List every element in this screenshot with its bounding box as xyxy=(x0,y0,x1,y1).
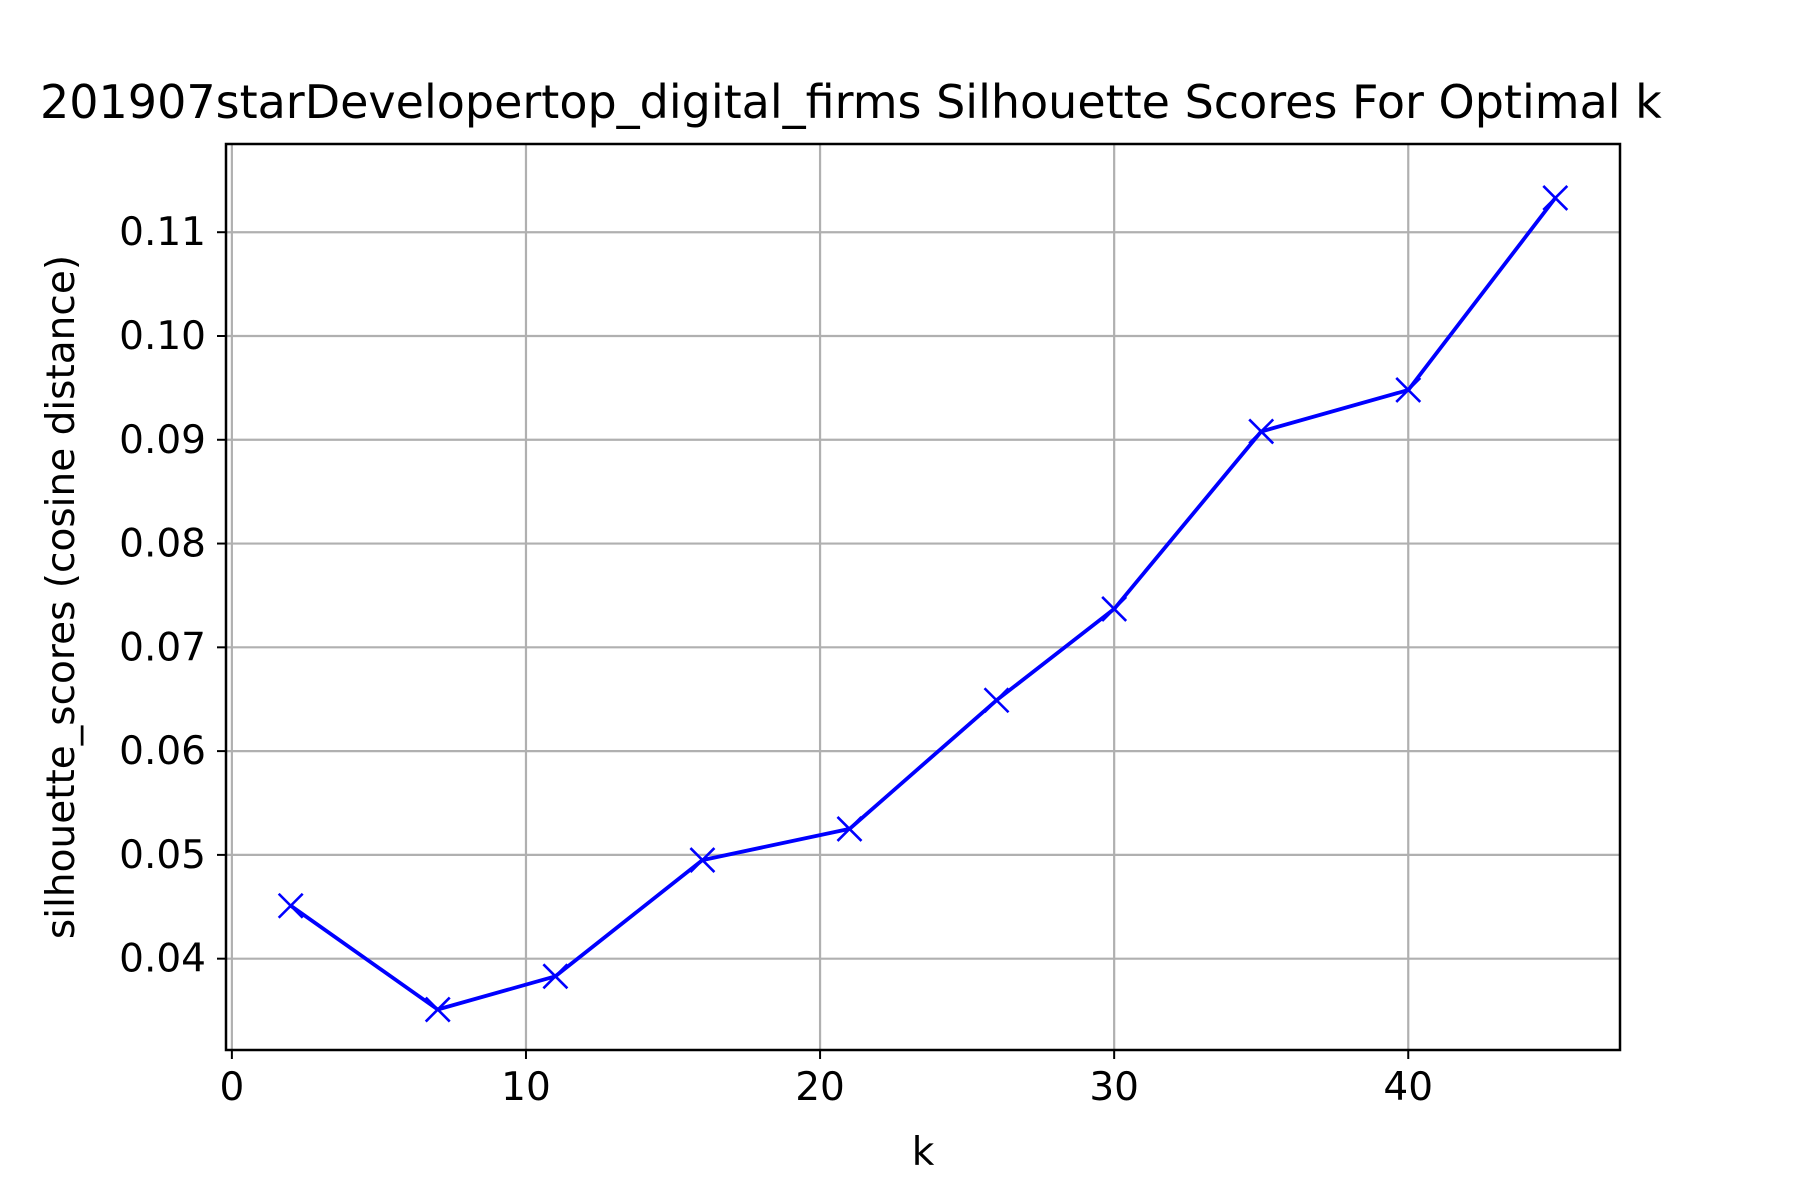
series-line xyxy=(289,196,1557,1012)
y-tick-label: 0.05 xyxy=(119,833,206,878)
x-tick-label: 20 xyxy=(795,1065,845,1110)
y-tick-label: 0.10 xyxy=(119,314,206,359)
y-tick-label: 0.08 xyxy=(119,522,206,567)
x-axis-label: k xyxy=(912,1130,935,1175)
y-tick-label: 0.11 xyxy=(119,210,206,255)
y-axis-label: silhouette_scores (cosine distance) xyxy=(39,255,84,939)
data-point-marker xyxy=(983,687,1010,714)
series-layer xyxy=(277,185,1569,1023)
x-tick-label: 30 xyxy=(1089,1065,1139,1110)
grid-lines xyxy=(226,144,1620,1050)
data-point-marker xyxy=(424,996,451,1023)
plot-area-frame xyxy=(224,142,1622,1052)
data-point-marker xyxy=(1248,418,1275,445)
data-point-marker xyxy=(689,847,716,874)
data-point-marker xyxy=(1395,377,1422,403)
data-point-marker xyxy=(277,892,304,919)
x-tick-label: 40 xyxy=(1383,1065,1433,1110)
chart-title: 201907starDevelopertop_digital_firms Sil… xyxy=(40,75,1662,129)
y-tick-label: 0.04 xyxy=(119,937,206,982)
data-point-marker xyxy=(836,816,863,842)
data-point-marker xyxy=(1542,185,1569,211)
y-tick-label: 0.06 xyxy=(119,729,206,774)
x-tick-label: 10 xyxy=(501,1065,551,1110)
data-point-marker xyxy=(1101,596,1128,622)
axis-ticks: 0 10 20 30 40 0.04 0.05 0.06 0.07 0.08 0.09 0.10 0.1… xyxy=(119,210,1433,1110)
data-point-marker xyxy=(542,963,569,990)
y-tick-label: 0.07 xyxy=(119,625,206,670)
x-tick-label: 0 xyxy=(219,1065,244,1110)
y-tick-label: 0.09 xyxy=(119,418,206,463)
